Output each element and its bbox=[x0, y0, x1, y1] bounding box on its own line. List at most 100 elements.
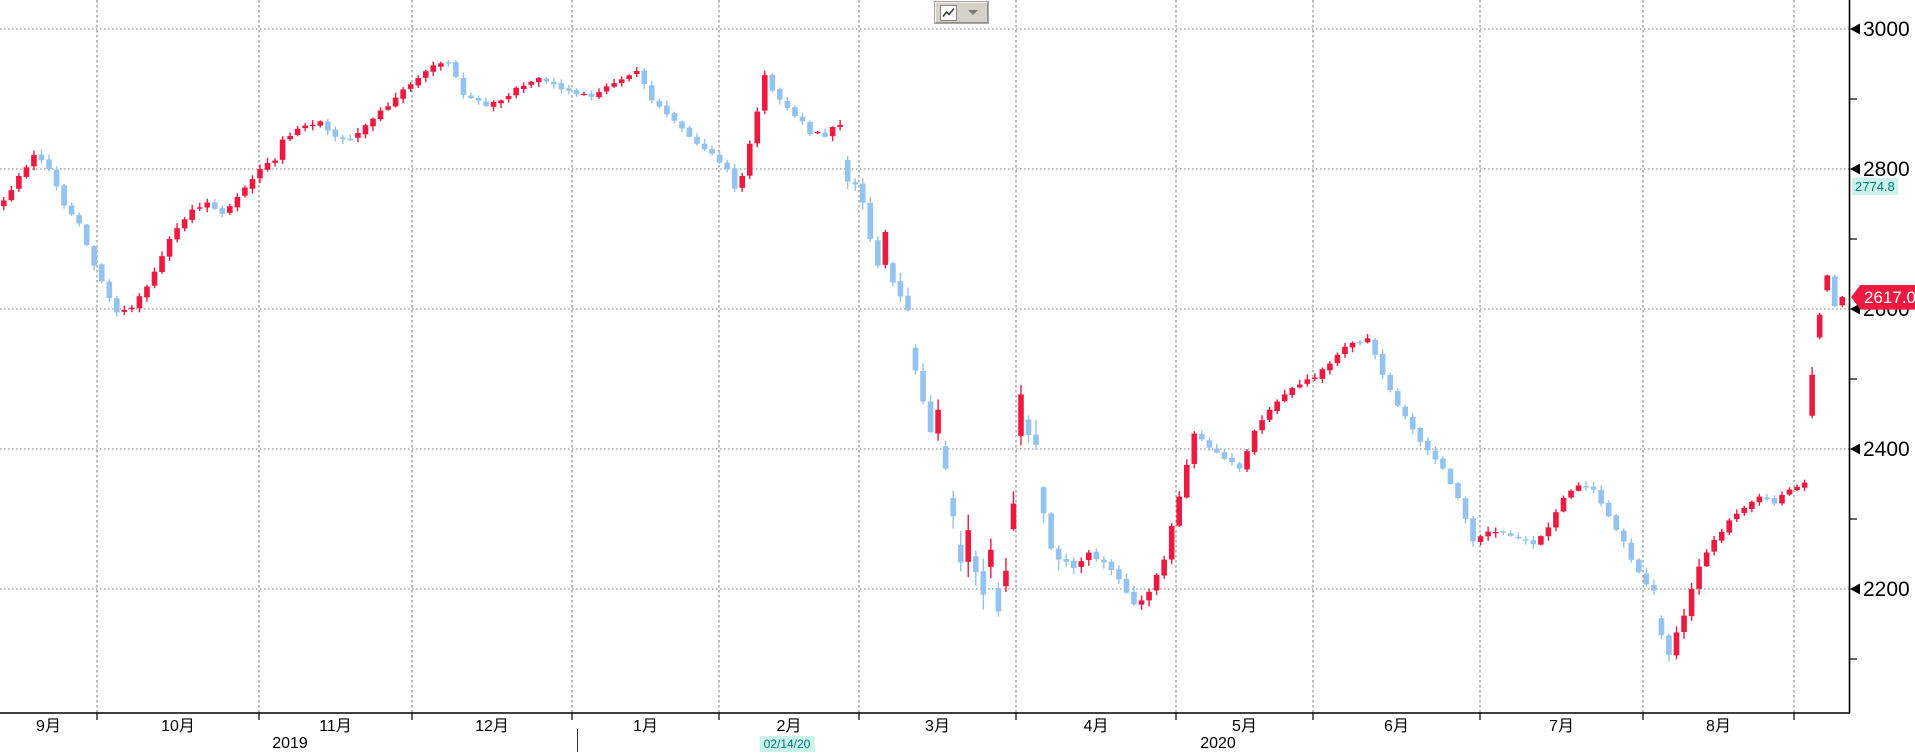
candle-up bbox=[264, 162, 271, 170]
candle-down bbox=[724, 162, 730, 169]
candle-down bbox=[1379, 353, 1386, 375]
candle-up bbox=[1703, 552, 1710, 567]
candle-up bbox=[151, 271, 158, 286]
candle-up bbox=[1349, 342, 1356, 348]
candle-up bbox=[1078, 561, 1085, 567]
candle-up bbox=[1809, 374, 1815, 416]
chevron-down-icon bbox=[968, 10, 978, 15]
candle-up bbox=[16, 176, 22, 189]
candle-up bbox=[227, 206, 233, 213]
line-chart-icon bbox=[940, 4, 957, 21]
candle-up bbox=[257, 169, 263, 179]
candle-down bbox=[671, 113, 678, 121]
candle-up bbox=[392, 97, 399, 107]
candle-down bbox=[453, 62, 459, 77]
candle-down bbox=[957, 544, 964, 563]
candle-up bbox=[166, 239, 173, 257]
candle-down bbox=[852, 182, 859, 185]
price-tick-label: 2800 bbox=[1863, 158, 1910, 181]
candle-up bbox=[1749, 501, 1755, 509]
candle-down bbox=[867, 202, 874, 239]
candle-up bbox=[438, 63, 444, 67]
candle-down bbox=[1033, 434, 1039, 445]
candle-down bbox=[340, 137, 346, 140]
candle-down bbox=[347, 138, 354, 141]
candle-up bbox=[249, 179, 256, 189]
candle-down bbox=[1206, 440, 1213, 448]
candle-down bbox=[1409, 416, 1416, 430]
candle-up bbox=[814, 131, 821, 134]
candle-down bbox=[648, 85, 655, 101]
candle-up bbox=[136, 296, 143, 309]
candle-up bbox=[1794, 486, 1800, 491]
price-tick-arrow-icon bbox=[1850, 23, 1860, 35]
candle-up bbox=[1839, 297, 1846, 306]
candle-up bbox=[1153, 574, 1160, 591]
month-label: 11月 bbox=[319, 718, 352, 735]
candle-up bbox=[1779, 494, 1785, 504]
candle-up bbox=[1168, 525, 1175, 560]
month-label: 12月 bbox=[475, 718, 509, 735]
candle-down bbox=[1500, 531, 1507, 533]
candle-up bbox=[174, 228, 180, 240]
candle-down bbox=[219, 208, 226, 214]
candle-down bbox=[679, 121, 685, 129]
candle-up bbox=[1575, 485, 1582, 491]
candle-up bbox=[1477, 536, 1484, 542]
chart-type-button[interactable] bbox=[934, 1, 989, 24]
candle-up bbox=[1711, 540, 1717, 552]
candle-up bbox=[279, 139, 286, 160]
crosshair-date-label: 02/14/20 bbox=[759, 736, 815, 752]
candle-down bbox=[1658, 618, 1665, 636]
candle-down bbox=[995, 587, 1002, 612]
candle-down bbox=[927, 401, 934, 433]
candle-up bbox=[1334, 354, 1341, 364]
candle-down bbox=[76, 215, 82, 224]
candle-down bbox=[445, 62, 452, 64]
candle-up bbox=[626, 75, 632, 80]
candle-down bbox=[1040, 487, 1047, 514]
candle-down bbox=[1764, 497, 1770, 500]
candle-down bbox=[1470, 518, 1476, 542]
candle-up bbox=[1756, 496, 1763, 503]
candle-down bbox=[1063, 558, 1069, 562]
candle-down bbox=[1771, 498, 1778, 504]
candle-down bbox=[950, 498, 956, 517]
candle-down bbox=[588, 93, 595, 97]
year-label-2019: 2019 bbox=[272, 735, 308, 752]
candle-down bbox=[1055, 548, 1062, 560]
candle-up bbox=[1312, 377, 1318, 379]
candle-up bbox=[1824, 275, 1830, 291]
candle-down bbox=[731, 168, 738, 189]
candle-up bbox=[189, 209, 195, 220]
candle-down bbox=[1425, 440, 1431, 451]
candle-up bbox=[498, 100, 504, 104]
candle-down bbox=[1530, 540, 1537, 545]
candle-down bbox=[1666, 635, 1672, 655]
candle-down bbox=[912, 347, 919, 371]
candle-up bbox=[1244, 451, 1250, 470]
candle-up bbox=[1138, 600, 1145, 605]
candle-down bbox=[1116, 569, 1122, 580]
candle-down bbox=[1070, 560, 1077, 568]
candle-down bbox=[1515, 536, 1522, 539]
price-tick-arrow-icon bbox=[1850, 583, 1860, 595]
candle-up bbox=[633, 71, 640, 75]
candle-up bbox=[1485, 531, 1491, 537]
candle-down bbox=[1101, 559, 1107, 563]
candle-up bbox=[935, 409, 941, 434]
candle-up bbox=[1688, 589, 1695, 617]
candle-down bbox=[1108, 561, 1115, 571]
candle-down bbox=[332, 129, 339, 137]
candle-down bbox=[1628, 542, 1635, 560]
candle-down bbox=[460, 77, 467, 95]
candle-up bbox=[362, 125, 369, 135]
candle-up bbox=[882, 232, 889, 265]
candle-down bbox=[942, 446, 949, 469]
month-label: 4月 bbox=[1084, 718, 1109, 735]
candle-up bbox=[596, 92, 602, 98]
candle-up bbox=[581, 93, 587, 96]
candle-down bbox=[664, 105, 670, 115]
candle-down bbox=[792, 107, 798, 117]
